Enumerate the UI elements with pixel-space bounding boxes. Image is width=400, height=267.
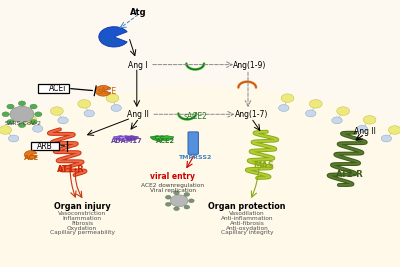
Circle shape (8, 135, 19, 142)
Ellipse shape (0, 86, 400, 267)
Text: Atg: Atg (130, 7, 146, 17)
Circle shape (18, 123, 26, 128)
Text: Anti-fibrosis: Anti-fibrosis (230, 221, 265, 226)
Wedge shape (114, 136, 127, 140)
Text: MAS: MAS (253, 160, 274, 170)
Text: ARB: ARB (37, 142, 53, 151)
Text: Anti-oxydation: Anti-oxydation (226, 226, 268, 230)
Wedge shape (155, 136, 169, 140)
Circle shape (166, 202, 171, 206)
Text: sACE: sACE (98, 87, 117, 96)
Text: TMPRSS2: TMPRSS2 (178, 155, 212, 160)
Circle shape (357, 125, 368, 132)
Text: Organ injury: Organ injury (54, 202, 110, 211)
Text: Vasodilation: Vasodilation (229, 211, 265, 216)
Circle shape (184, 193, 190, 196)
Circle shape (7, 104, 14, 109)
FancyBboxPatch shape (188, 132, 198, 154)
Text: ADAM17: ADAM17 (111, 138, 143, 144)
Wedge shape (99, 27, 127, 47)
Circle shape (184, 205, 190, 209)
Circle shape (332, 117, 342, 124)
Circle shape (0, 126, 12, 134)
Circle shape (58, 117, 68, 124)
Wedge shape (119, 136, 133, 140)
Circle shape (24, 116, 37, 124)
Circle shape (337, 107, 350, 115)
Text: Capillary integrity: Capillary integrity (221, 230, 274, 235)
Circle shape (7, 120, 14, 124)
Circle shape (78, 100, 91, 108)
Circle shape (30, 104, 37, 109)
Circle shape (106, 94, 119, 103)
Text: AT2-R: AT2-R (336, 170, 364, 179)
Text: Capillary permeability: Capillary permeability (50, 230, 114, 235)
FancyBboxPatch shape (31, 142, 59, 150)
Circle shape (2, 112, 9, 117)
Circle shape (363, 116, 376, 124)
Wedge shape (125, 136, 138, 140)
Text: Inflammation: Inflammation (62, 216, 102, 221)
Text: sACE2: sACE2 (184, 112, 208, 121)
Text: ACE: ACE (24, 155, 39, 161)
Text: Oxydation: Oxydation (67, 226, 97, 230)
Text: Fibrosis: Fibrosis (71, 221, 93, 226)
Wedge shape (24, 151, 37, 159)
Text: ACEi: ACEi (49, 84, 67, 93)
Text: viral entry: viral entry (150, 172, 195, 181)
Text: AT1-R: AT1-R (57, 165, 85, 174)
Text: ACE2: ACE2 (156, 138, 176, 144)
Circle shape (174, 191, 179, 195)
Text: SARS-CoV-2: SARS-CoV-2 (4, 121, 41, 126)
Text: Ang I: Ang I (128, 61, 148, 70)
Circle shape (84, 110, 94, 117)
Text: Ang II: Ang II (127, 110, 149, 119)
Text: Organ protection: Organ protection (208, 202, 286, 211)
Circle shape (166, 195, 171, 199)
Circle shape (50, 107, 63, 115)
Text: Viral replication: Viral replication (150, 189, 196, 193)
Circle shape (18, 101, 26, 106)
Circle shape (10, 106, 34, 122)
Wedge shape (95, 85, 111, 96)
Text: Ang(1-9): Ang(1-9) (233, 61, 267, 70)
Circle shape (174, 207, 179, 211)
Circle shape (381, 135, 392, 142)
Wedge shape (160, 136, 174, 140)
Circle shape (309, 100, 322, 108)
Circle shape (188, 199, 194, 203)
Text: ACE2 downregulation: ACE2 downregulation (141, 183, 204, 188)
Text: Ang II: Ang II (354, 127, 376, 136)
Circle shape (388, 126, 400, 134)
Text: Vasoconstriction: Vasoconstriction (58, 211, 106, 216)
Text: Ang(1-7): Ang(1-7) (234, 110, 268, 119)
FancyBboxPatch shape (38, 84, 69, 93)
Circle shape (306, 110, 316, 117)
Text: renin: renin (100, 37, 120, 46)
Circle shape (281, 94, 294, 103)
Circle shape (170, 195, 188, 207)
Circle shape (30, 120, 37, 124)
Circle shape (278, 104, 289, 111)
Circle shape (32, 125, 43, 132)
Circle shape (111, 104, 122, 111)
Circle shape (35, 112, 42, 117)
Wedge shape (150, 136, 164, 140)
Text: Anti-inflammation: Anti-inflammation (221, 216, 274, 221)
